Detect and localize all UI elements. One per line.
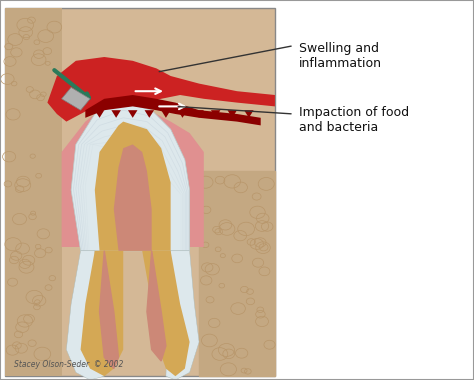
Polygon shape xyxy=(194,110,204,118)
Polygon shape xyxy=(128,110,137,118)
Polygon shape xyxy=(47,57,275,122)
Polygon shape xyxy=(100,251,118,369)
Polygon shape xyxy=(199,171,275,376)
Polygon shape xyxy=(62,87,90,110)
Polygon shape xyxy=(85,95,261,125)
Polygon shape xyxy=(62,103,204,247)
FancyArrowPatch shape xyxy=(55,70,89,98)
Text: Impaction of food
and bacteria: Impaction of food and bacteria xyxy=(299,106,409,135)
Polygon shape xyxy=(114,144,152,251)
Polygon shape xyxy=(95,110,104,118)
Polygon shape xyxy=(161,110,171,118)
Polygon shape xyxy=(81,251,123,376)
Polygon shape xyxy=(111,110,121,118)
Polygon shape xyxy=(142,251,190,376)
Polygon shape xyxy=(228,110,237,118)
Polygon shape xyxy=(178,110,187,118)
Text: Stacey Olson-Seder  © 2002: Stacey Olson-Seder © 2002 xyxy=(14,359,124,369)
Polygon shape xyxy=(147,251,166,361)
Polygon shape xyxy=(145,110,154,118)
Polygon shape xyxy=(66,251,104,380)
Text: Swelling and
inflammation: Swelling and inflammation xyxy=(299,42,382,70)
Polygon shape xyxy=(95,122,171,251)
Polygon shape xyxy=(211,110,220,118)
Polygon shape xyxy=(166,251,199,380)
FancyBboxPatch shape xyxy=(5,8,62,376)
FancyBboxPatch shape xyxy=(5,8,275,376)
Polygon shape xyxy=(71,103,190,251)
Polygon shape xyxy=(244,110,254,118)
